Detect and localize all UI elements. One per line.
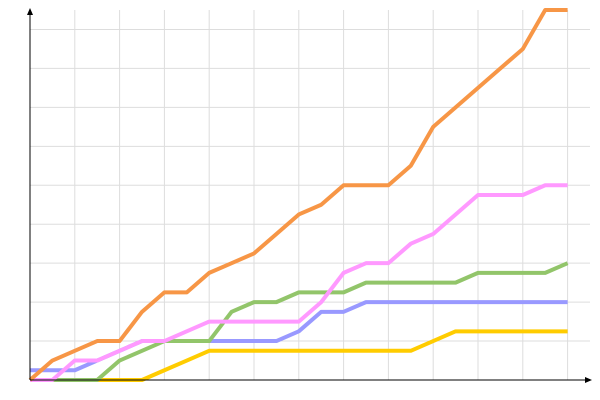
y-axis-arrow — [27, 8, 33, 15]
series-line — [30, 183, 568, 382]
series-line — [28, 8, 568, 382]
x-axis-arrow — [585, 377, 592, 383]
series-line — [30, 261, 569, 382]
